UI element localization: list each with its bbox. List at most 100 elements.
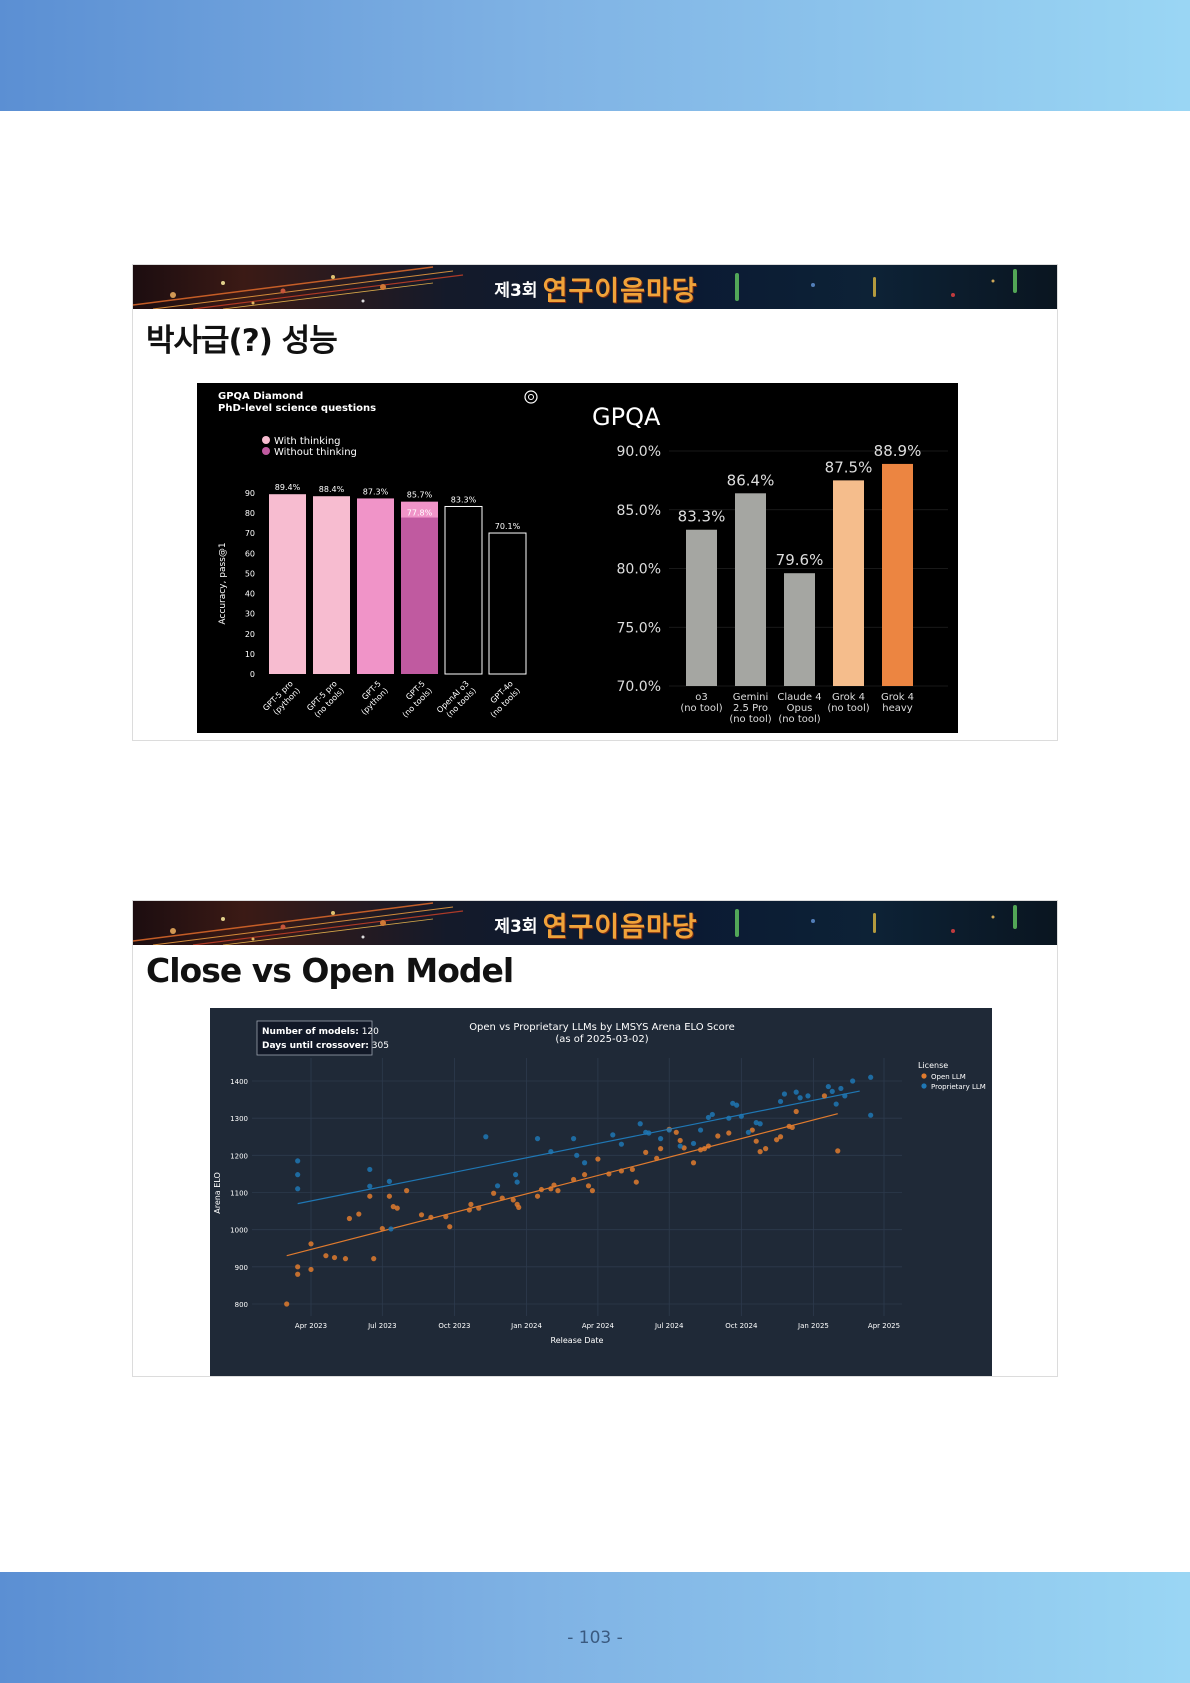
chart-title: Open vs Proprietary LLMs by LMSYS Arena … [469,1022,735,1033]
data-point [323,1253,329,1259]
x-tick-label: GPT-5(python) [359,679,390,717]
chart-title: GPQA [592,403,661,431]
data-point [570,1136,577,1142]
x-tick-label: Grok 4 [832,692,865,703]
bar-value-label: 87.5% [825,458,873,476]
data-point [868,1074,874,1080]
data-point [726,1115,732,1121]
data-point [574,1152,580,1158]
data-point [697,1147,704,1153]
data-point [367,1166,373,1173]
x-tick-label: Apr 2024 [582,1322,615,1330]
footer-band [0,1572,1190,1683]
slide-title: 박사급(?) 성능 [146,323,338,359]
legend-swatch [262,436,270,444]
data-point [390,1204,396,1210]
trend-lines [286,1090,860,1257]
legend-label: With thinking [274,436,341,447]
data-point [308,1241,314,1247]
data-point [295,1264,301,1270]
bar-value-label: 79.6% [776,551,824,569]
y-tick-label: 1200 [230,1152,248,1160]
y-tick-label: 80.0% [617,562,661,578]
data-point [284,1301,290,1307]
data-point [581,1172,588,1178]
x-tick-label: Oct 2023 [438,1322,470,1330]
x-tick-label: o3 [695,692,707,703]
data-point [595,1156,601,1162]
data-point [499,1195,505,1201]
data-point [789,1124,795,1131]
data-point [797,1095,803,1101]
data-point [589,1188,596,1194]
data-point [466,1207,472,1213]
y-tick-label: 40 [245,590,255,599]
x-tick-label: GPT-5 pro(python) [261,679,302,717]
data-point [295,1172,301,1178]
bar [833,480,864,686]
x-tick-label: Jul 2023 [367,1322,397,1330]
openai-logo-icon [524,390,538,404]
data-point [681,1145,687,1151]
data-point [637,1121,643,1127]
bar-inner-label: 77.8% [407,509,433,518]
bar [444,505,483,675]
data-point [730,1100,736,1106]
y-tick-label: 800 [235,1301,248,1309]
legend-title: License [918,1061,948,1070]
x-tick-label: Jan 2025 [797,1322,829,1330]
data-point [705,1114,712,1121]
y-axis-label: Arena ELO [213,1172,222,1214]
annotation-models-label: Number of models: [262,1027,359,1037]
y-tick-label: 0 [250,670,255,679]
trend-line [297,1090,860,1205]
legend-swatch [921,1073,927,1079]
chart-subtitle: (as of 2025-03-02) [555,1034,648,1045]
bar-value-label: 89.4% [275,483,301,492]
x-tick-label: Opus [787,703,813,714]
bar-value-label: 86.4% [727,471,775,489]
annotation-crossover-label: Days until crossover: [262,1041,369,1051]
data-point [705,1143,712,1149]
y-tick-label: 70.0% [617,679,661,695]
data-point [570,1176,577,1183]
data-point [757,1121,763,1127]
data-point [643,1149,649,1155]
data-point [585,1183,592,1189]
data-point [774,1137,780,1143]
x-tick-label: Jul 2024 [654,1322,684,1330]
arena-elo-chart: Apr 2023 Jul 2023 Oct 2023 Jan 2024 Apr 2024… [210,1008,992,1376]
data-point [842,1093,848,1099]
bar [488,532,527,675]
data-point [295,1186,301,1192]
bars: 89.4% 88.4% 87.3% 77.8% 85.7% 83.3% 70.1% [269,483,527,675]
bar [735,493,766,686]
data-point [386,1178,392,1184]
bar [269,494,306,674]
data-point [833,1101,839,1107]
data-point [379,1225,385,1232]
x-axis-label: Release Date [551,1336,604,1345]
x-tick-label: 2.5 Pro [733,703,768,714]
data-point [825,1083,831,1090]
data-point [606,1171,612,1177]
slide-banner: 제3회 연구이음마당 [133,901,1057,945]
y-tick-label: 85.0% [617,503,661,519]
y-tick-label: 1100 [230,1190,248,1198]
banner-bokeh-decoration [133,266,1017,309]
data-point [835,1148,841,1154]
x-tick-label: heavy [882,703,913,714]
data-point [308,1266,314,1273]
axes: Apr 2023 Jul 2023 Oct 2023 Jan 2024 Apr 2024… [213,1078,900,1345]
data-point [510,1197,516,1203]
bar-value-label: 85.7% [407,491,433,500]
bar [784,573,815,686]
bar-value-label: 83.3% [451,495,477,504]
data-point [749,1127,755,1133]
data-point [618,1168,625,1174]
x-tick-label: Claude 4 [777,692,821,703]
data-point [629,1166,635,1173]
data-points [284,1074,874,1307]
data-point [346,1215,353,1222]
data-point [483,1134,489,1140]
